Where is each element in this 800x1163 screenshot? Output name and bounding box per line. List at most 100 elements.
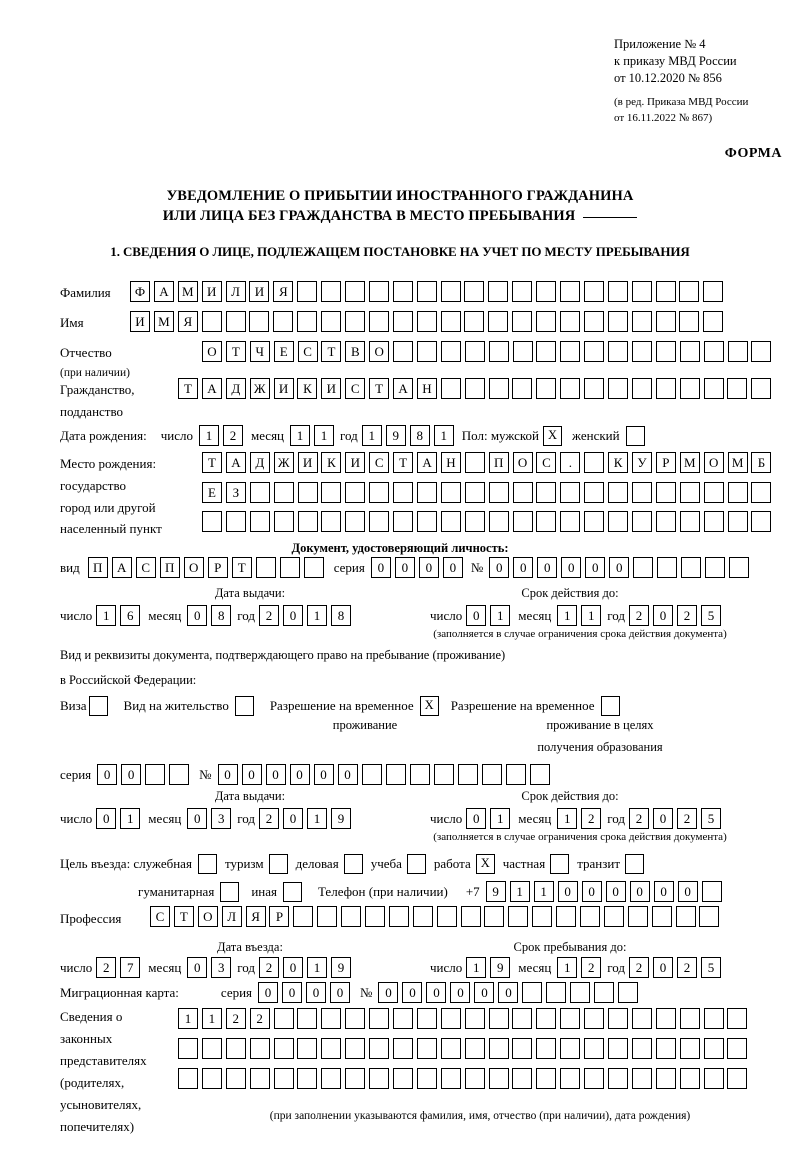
char-cell[interactable] (679, 311, 700, 332)
char-cell[interactable]: Б (751, 452, 772, 473)
char-cell[interactable] (679, 1038, 700, 1059)
char-cell[interactable] (751, 511, 772, 532)
char-cell[interactable] (679, 511, 700, 532)
char-cell[interactable]: И (201, 281, 222, 302)
char-cell[interactable] (522, 982, 543, 1003)
char-cell[interactable] (417, 482, 438, 503)
char-cell[interactable]: А (225, 452, 246, 473)
char-cell[interactable]: М (679, 452, 700, 473)
char-cell[interactable]: 0 (629, 881, 650, 902)
char-cell[interactable] (655, 378, 676, 399)
char-cell[interactable]: 0 (330, 982, 351, 1003)
char-cell[interactable] (584, 378, 605, 399)
char-cell[interactable] (560, 311, 581, 332)
char-cell[interactable] (436, 906, 457, 927)
char-cell[interactable] (457, 764, 478, 785)
char-cell[interactable]: 5 (701, 605, 722, 626)
char-cell[interactable]: З (225, 482, 246, 503)
char-cell[interactable]: 1 (290, 425, 311, 446)
char-cell[interactable] (655, 482, 676, 503)
char-cell[interactable] (512, 341, 533, 362)
char-cell[interactable] (655, 341, 676, 362)
char-cell[interactable]: 0 (187, 808, 208, 829)
char-cell[interactable] (345, 281, 366, 302)
char-cell[interactable]: 0 (187, 605, 208, 626)
char-cell[interactable]: 3 (211, 957, 232, 978)
char-cell[interactable]: 0 (258, 982, 279, 1003)
char-cell[interactable] (488, 511, 509, 532)
char-cell[interactable] (727, 511, 748, 532)
char-cell[interactable] (536, 1038, 557, 1059)
char-cell[interactable]: Д (249, 452, 270, 473)
char-cell[interactable]: 9 (331, 957, 352, 978)
char-cell[interactable]: . (560, 452, 581, 473)
char-cell[interactable] (417, 511, 438, 532)
char-cell[interactable]: 0 (313, 764, 334, 785)
char-cell[interactable]: 1 (198, 425, 219, 446)
char-cell[interactable] (655, 281, 676, 302)
char-cell[interactable] (488, 311, 509, 332)
char-cell[interactable] (584, 1008, 605, 1029)
char-cell[interactable] (201, 311, 222, 332)
char-cell[interactable]: Н (440, 452, 461, 473)
char-cell[interactable] (393, 1038, 414, 1059)
char-cell[interactable] (631, 1068, 652, 1089)
char-cell[interactable] (651, 906, 672, 927)
char-cell[interactable] (618, 982, 639, 1003)
char-cell[interactable]: 9 (485, 881, 506, 902)
char-cell[interactable] (273, 1038, 294, 1059)
char-cell[interactable]: 0 (289, 764, 310, 785)
char-cell[interactable] (512, 1038, 533, 1059)
char-cell[interactable] (560, 281, 581, 302)
char-cell[interactable] (369, 511, 390, 532)
char-cell[interactable] (727, 1068, 748, 1089)
char-cell[interactable]: О (202, 341, 222, 362)
char-cell[interactable] (440, 378, 461, 399)
char-cell[interactable] (464, 281, 485, 302)
char-cell[interactable] (607, 281, 628, 302)
char-cell[interactable]: Т (321, 341, 342, 362)
char-cell[interactable] (201, 1038, 222, 1059)
char-cell[interactable]: 1 (433, 425, 454, 446)
char-cell[interactable]: 0 (187, 957, 208, 978)
char-cell[interactable] (368, 311, 389, 332)
char-cell[interactable] (675, 906, 696, 927)
char-cell[interactable] (608, 1068, 629, 1089)
char-cell[interactable] (584, 341, 605, 362)
char-cell[interactable]: Т (202, 452, 222, 473)
residence-permit-checkbox[interactable] (234, 696, 254, 716)
char-cell[interactable] (388, 906, 409, 927)
char-cell[interactable] (536, 378, 557, 399)
char-cell[interactable] (603, 906, 624, 927)
char-cell[interactable] (727, 482, 748, 503)
char-cell[interactable]: 2 (581, 957, 602, 978)
char-cell[interactable]: 0 (442, 557, 463, 578)
char-cell[interactable] (416, 1008, 437, 1029)
char-cell[interactable] (536, 1068, 557, 1089)
char-cell[interactable]: С (150, 906, 170, 927)
char-cell[interactable]: Т (393, 452, 414, 473)
char-cell[interactable]: 0 (217, 764, 238, 785)
char-cell[interactable] (273, 1068, 294, 1089)
char-cell[interactable] (560, 378, 581, 399)
char-cell[interactable]: С (135, 557, 156, 578)
char-cell[interactable]: 0 (605, 881, 626, 902)
char-cell[interactable]: И (249, 281, 270, 302)
char-cell[interactable] (145, 764, 166, 785)
char-cell[interactable]: 0 (370, 557, 391, 578)
char-cell[interactable] (546, 982, 567, 1003)
char-cell[interactable] (345, 511, 366, 532)
char-cell[interactable] (369, 1068, 390, 1089)
char-cell[interactable] (703, 341, 724, 362)
char-cell[interactable]: 1 (490, 808, 511, 829)
